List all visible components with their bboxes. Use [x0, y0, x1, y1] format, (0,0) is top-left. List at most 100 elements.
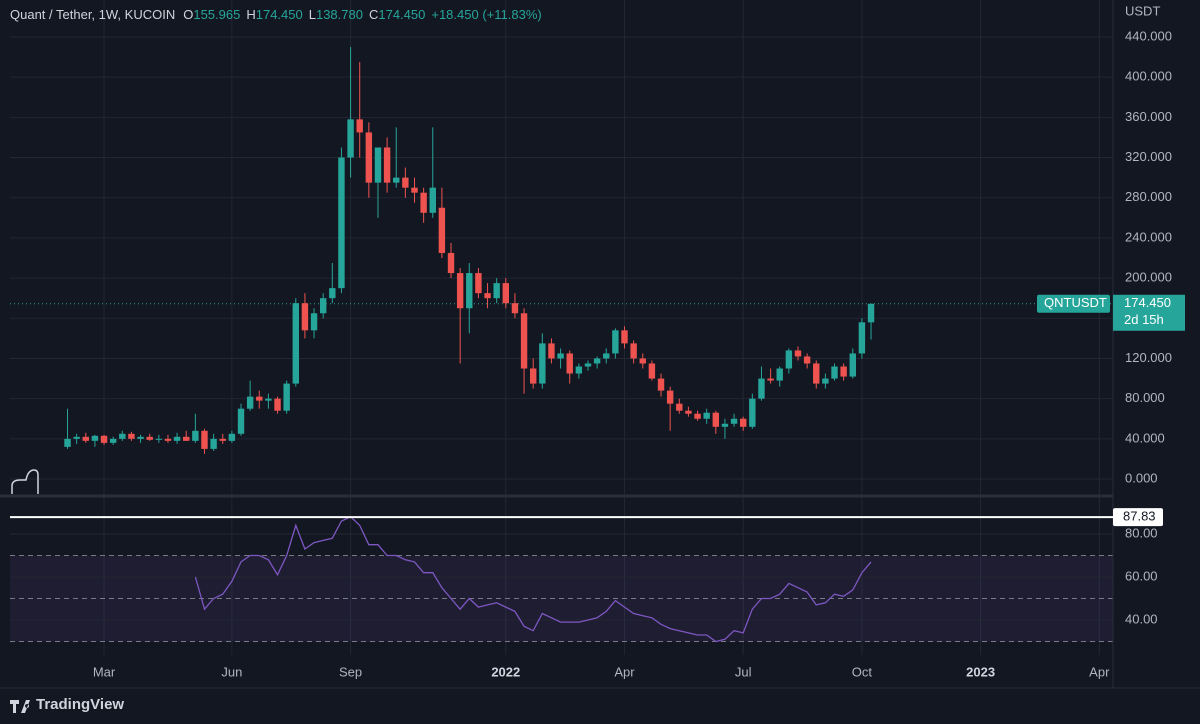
y-tick-label: 0.000 [1125, 470, 1158, 485]
candle-body [557, 353, 564, 359]
candle-body [310, 313, 318, 331]
candle-body [694, 413, 701, 419]
candle-body [192, 430, 199, 441]
candle-body [566, 353, 573, 374]
candle-body [785, 350, 793, 369]
candle-body [164, 438, 172, 441]
candle-body [100, 435, 108, 443]
candle-body [246, 396, 254, 409]
candle-body [274, 398, 281, 411]
rsi-tick-label: 80.00 [1125, 525, 1158, 540]
y-tick-label: 40.000 [1125, 430, 1165, 445]
header: Quant / Tether, 1W, KUCOIN O155.965 H174.4… [10, 7, 542, 22]
candle-body [730, 418, 738, 424]
candle-body [794, 350, 802, 357]
candle-body [329, 288, 336, 299]
candle-body [584, 363, 592, 367]
candle-body [128, 433, 135, 439]
candle-body [740, 418, 747, 427]
candle-body [493, 283, 500, 299]
rsi-tick-label: 40.00 [1125, 611, 1158, 626]
candle-body [82, 436, 89, 441]
logo-icon [11, 469, 39, 494]
candle-body [301, 303, 309, 331]
candle-body [575, 366, 583, 374]
candle-body [630, 343, 637, 359]
symbol-tag [1037, 294, 1110, 313]
candle-body [73, 436, 80, 439]
candle-body [703, 412, 710, 419]
candle-body [64, 438, 71, 447]
candle-body [639, 358, 646, 364]
candle-body [603, 353, 610, 359]
candle-body [466, 273, 473, 309]
candle-body [621, 330, 628, 344]
candle-body [137, 436, 144, 439]
ohlc-key: H [246, 7, 255, 22]
candle-body [666, 390, 674, 404]
candle-body [383, 147, 391, 183]
rsi-tick-label: 60.00 [1125, 568, 1158, 583]
candle-body [867, 303, 875, 323]
y-tick-label: 280.000 [1125, 189, 1172, 204]
candle-body [749, 398, 756, 427]
y-tick-label: 200.000 [1125, 270, 1172, 285]
x-tick-label: 2022 [491, 664, 520, 679]
candle-body [813, 363, 820, 384]
candle-body [228, 433, 236, 441]
candle-body [803, 356, 811, 364]
y-tick-label: 400.000 [1125, 69, 1172, 84]
rsi-hline-label: 87.83 [1123, 509, 1156, 524]
ohlc-value: 138.780 [316, 7, 363, 22]
candle-body [402, 177, 409, 188]
candle-body [438, 207, 446, 253]
ohlc-key: L [309, 7, 316, 22]
candle-body [529, 368, 537, 384]
candle-body [712, 412, 720, 427]
candle-body [520, 313, 528, 369]
x-tick-label: Apr [1089, 664, 1110, 679]
header-title: Quant / Tether, 1W, KUCOIN [10, 7, 175, 22]
rsi-line [194, 516, 872, 643]
candle-body [758, 378, 765, 399]
last-price-label: 174.450 [1124, 295, 1171, 310]
candle-body [447, 252, 455, 274]
candle-body [676, 403, 683, 411]
countdown: 2d 15h [1124, 312, 1164, 327]
candle-body [849, 353, 856, 377]
candle-body [109, 438, 117, 443]
candle-body [721, 423, 729, 427]
x-tick-label: 2023 [966, 664, 995, 679]
candle-body [146, 436, 153, 440]
axis-unit: USDT [1125, 3, 1160, 18]
candle-body [219, 438, 226, 441]
candle-body [612, 330, 619, 354]
candle-body [420, 192, 427, 213]
ohlc-key: O [183, 7, 193, 22]
candle-body [283, 383, 290, 411]
candle-body [484, 293, 491, 299]
x-tick-label: Jun [221, 664, 242, 679]
brand: TradingView [36, 696, 124, 713]
candle-body [356, 119, 363, 133]
candle-body [548, 343, 555, 359]
candle-body [155, 438, 163, 440]
change: +18.450 (+11.83%) [431, 7, 541, 22]
candle-body [119, 433, 126, 439]
candle-body [210, 438, 217, 449]
candle-body [237, 408, 245, 434]
candle-body [319, 298, 327, 314]
candle-body [338, 157, 345, 289]
y-tick-label: 440.000 [1125, 28, 1172, 43]
candle-body [365, 132, 373, 183]
candle-body [776, 368, 783, 381]
price-tag [1113, 294, 1185, 331]
candle-body [475, 273, 482, 294]
candle-body [256, 396, 263, 401]
brand-logo [10, 700, 30, 713]
candle-body [91, 435, 99, 441]
candle-body [685, 410, 692, 414]
candle-body [511, 303, 519, 314]
